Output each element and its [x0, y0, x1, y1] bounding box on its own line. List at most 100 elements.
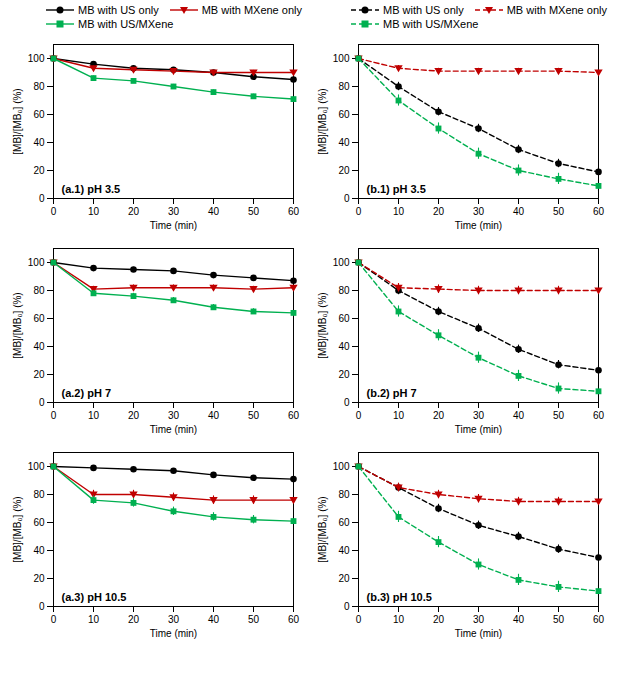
- svg-text:80: 80: [33, 285, 45, 296]
- html-text:MB with US/MXene: MB with US/MXene: [78, 18, 174, 30]
- svg-text:20: 20: [33, 573, 45, 584]
- svg-text:60: 60: [288, 206, 300, 217]
- svg-text:30: 30: [473, 614, 485, 625]
- svg-text:30: 30: [168, 614, 180, 625]
- svg-text:Time (min): Time (min): [455, 424, 502, 435]
- svg-text:20: 20: [128, 614, 140, 625]
- svg-text:60: 60: [33, 517, 45, 528]
- svg-text:[MB]/[MB₀] (%): [MB]/[MB₀] (%): [12, 292, 23, 358]
- svg-text:60: 60: [288, 614, 300, 625]
- svg-text:60: 60: [288, 410, 300, 421]
- svg-text:40: 40: [338, 545, 350, 556]
- svg-text:0: 0: [39, 397, 45, 408]
- svg-text:40: 40: [338, 137, 350, 148]
- svg-text:0: 0: [356, 410, 362, 421]
- svg-text:80: 80: [33, 489, 45, 500]
- svg-text:0: 0: [344, 601, 350, 612]
- html-text:MB with US only: MB with US only: [383, 4, 464, 16]
- svg-text:60: 60: [33, 313, 45, 324]
- svg-text:20: 20: [33, 165, 45, 176]
- svg-text:[MB]/[MB₀] (%): [MB]/[MB₀] (%): [317, 496, 328, 562]
- svg-text:20: 20: [128, 410, 140, 421]
- svg-text:40: 40: [208, 206, 220, 217]
- svg-text:10: 10: [393, 206, 405, 217]
- svg-text:0: 0: [39, 601, 45, 612]
- svg-text:40: 40: [33, 341, 45, 352]
- svg-text:0: 0: [39, 193, 45, 204]
- svg-text:0: 0: [51, 614, 57, 625]
- svg-text:20: 20: [338, 165, 350, 176]
- svg-text:20: 20: [338, 573, 350, 584]
- svg-text:100: 100: [333, 461, 350, 472]
- svg-text:40: 40: [338, 341, 350, 352]
- html-text:MB with MXene only: MB with MXene only: [201, 4, 302, 16]
- svg-text:30: 30: [473, 410, 485, 421]
- svg-text:100: 100: [333, 257, 350, 268]
- svg-text:[MB]/[MB₀] (%): [MB]/[MB₀] (%): [317, 292, 328, 358]
- svg-text:40: 40: [208, 410, 220, 421]
- svg-text:(b.1) pH 3.5: (b.1) pH 3.5: [367, 183, 426, 195]
- svg-text:10: 10: [393, 614, 405, 625]
- svg-text:50: 50: [553, 410, 565, 421]
- svg-text:30: 30: [168, 206, 180, 217]
- svg-text:100: 100: [28, 461, 45, 472]
- svg-text:40: 40: [33, 137, 45, 148]
- svg-text:20: 20: [33, 369, 45, 380]
- svg-text:20: 20: [128, 206, 140, 217]
- svg-text:80: 80: [338, 489, 350, 500]
- svg-text:60: 60: [593, 206, 605, 217]
- svg-text:Time (min): Time (min): [150, 628, 197, 639]
- html-text:MB with US only: MB with US only: [78, 4, 159, 16]
- svg-text:Time (min): Time (min): [455, 628, 502, 639]
- svg-text:80: 80: [338, 285, 350, 296]
- svg-text:[MB]/[MB₀] (%): [MB]/[MB₀] (%): [12, 496, 23, 562]
- svg-text:30: 30: [473, 206, 485, 217]
- svg-text:40: 40: [513, 614, 525, 625]
- svg-text:20: 20: [338, 369, 350, 380]
- svg-text:40: 40: [513, 206, 525, 217]
- svg-text:80: 80: [338, 81, 350, 92]
- svg-text:0: 0: [344, 193, 350, 204]
- svg-text:60: 60: [33, 109, 45, 120]
- svg-text:(b.2) pH 7: (b.2) pH 7: [367, 387, 417, 399]
- svg-text:60: 60: [338, 517, 350, 528]
- svg-text:20: 20: [433, 206, 445, 217]
- svg-text:(a.1) pH 3.5: (a.1) pH 3.5: [62, 183, 121, 195]
- svg-text:60: 60: [593, 410, 605, 421]
- svg-text:(b.3) pH 10.5: (b.3) pH 10.5: [367, 591, 432, 603]
- svg-text:10: 10: [88, 614, 100, 625]
- svg-text:20: 20: [433, 410, 445, 421]
- svg-text:30: 30: [168, 410, 180, 421]
- svg-text:20: 20: [433, 614, 445, 625]
- svg-text:(a.2) pH 7: (a.2) pH 7: [62, 387, 112, 399]
- svg-text:50: 50: [553, 206, 565, 217]
- svg-text:80: 80: [33, 81, 45, 92]
- svg-text:Time (min): Time (min): [150, 220, 197, 231]
- svg-text:100: 100: [28, 53, 45, 64]
- svg-text:10: 10: [88, 206, 100, 217]
- svg-text:60: 60: [593, 614, 605, 625]
- svg-text:0: 0: [51, 410, 57, 421]
- svg-text:50: 50: [248, 410, 260, 421]
- svg-text:50: 50: [248, 614, 260, 625]
- svg-text:60: 60: [338, 313, 350, 324]
- svg-text:[MB]/[MB₀] (%): [MB]/[MB₀] (%): [12, 88, 23, 154]
- svg-text:100: 100: [333, 53, 350, 64]
- svg-text:0: 0: [356, 614, 362, 625]
- svg-text:0: 0: [344, 397, 350, 408]
- svg-text:Time (min): Time (min): [150, 424, 197, 435]
- svg-text:40: 40: [33, 545, 45, 556]
- svg-text:10: 10: [88, 410, 100, 421]
- svg-text:Time (min): Time (min): [455, 220, 502, 231]
- svg-text:0: 0: [356, 206, 362, 217]
- svg-text:40: 40: [513, 410, 525, 421]
- svg-text:50: 50: [248, 206, 260, 217]
- svg-text:10: 10: [393, 410, 405, 421]
- svg-text:40: 40: [208, 614, 220, 625]
- svg-text:50: 50: [553, 614, 565, 625]
- svg-text:[MB]/[MB₀] (%): [MB]/[MB₀] (%): [317, 88, 328, 154]
- svg-text:60: 60: [338, 109, 350, 120]
- svg-text:(a.3) pH 10.5: (a.3) pH 10.5: [62, 591, 127, 603]
- svg-text:100: 100: [28, 257, 45, 268]
- svg-text:0: 0: [51, 206, 57, 217]
